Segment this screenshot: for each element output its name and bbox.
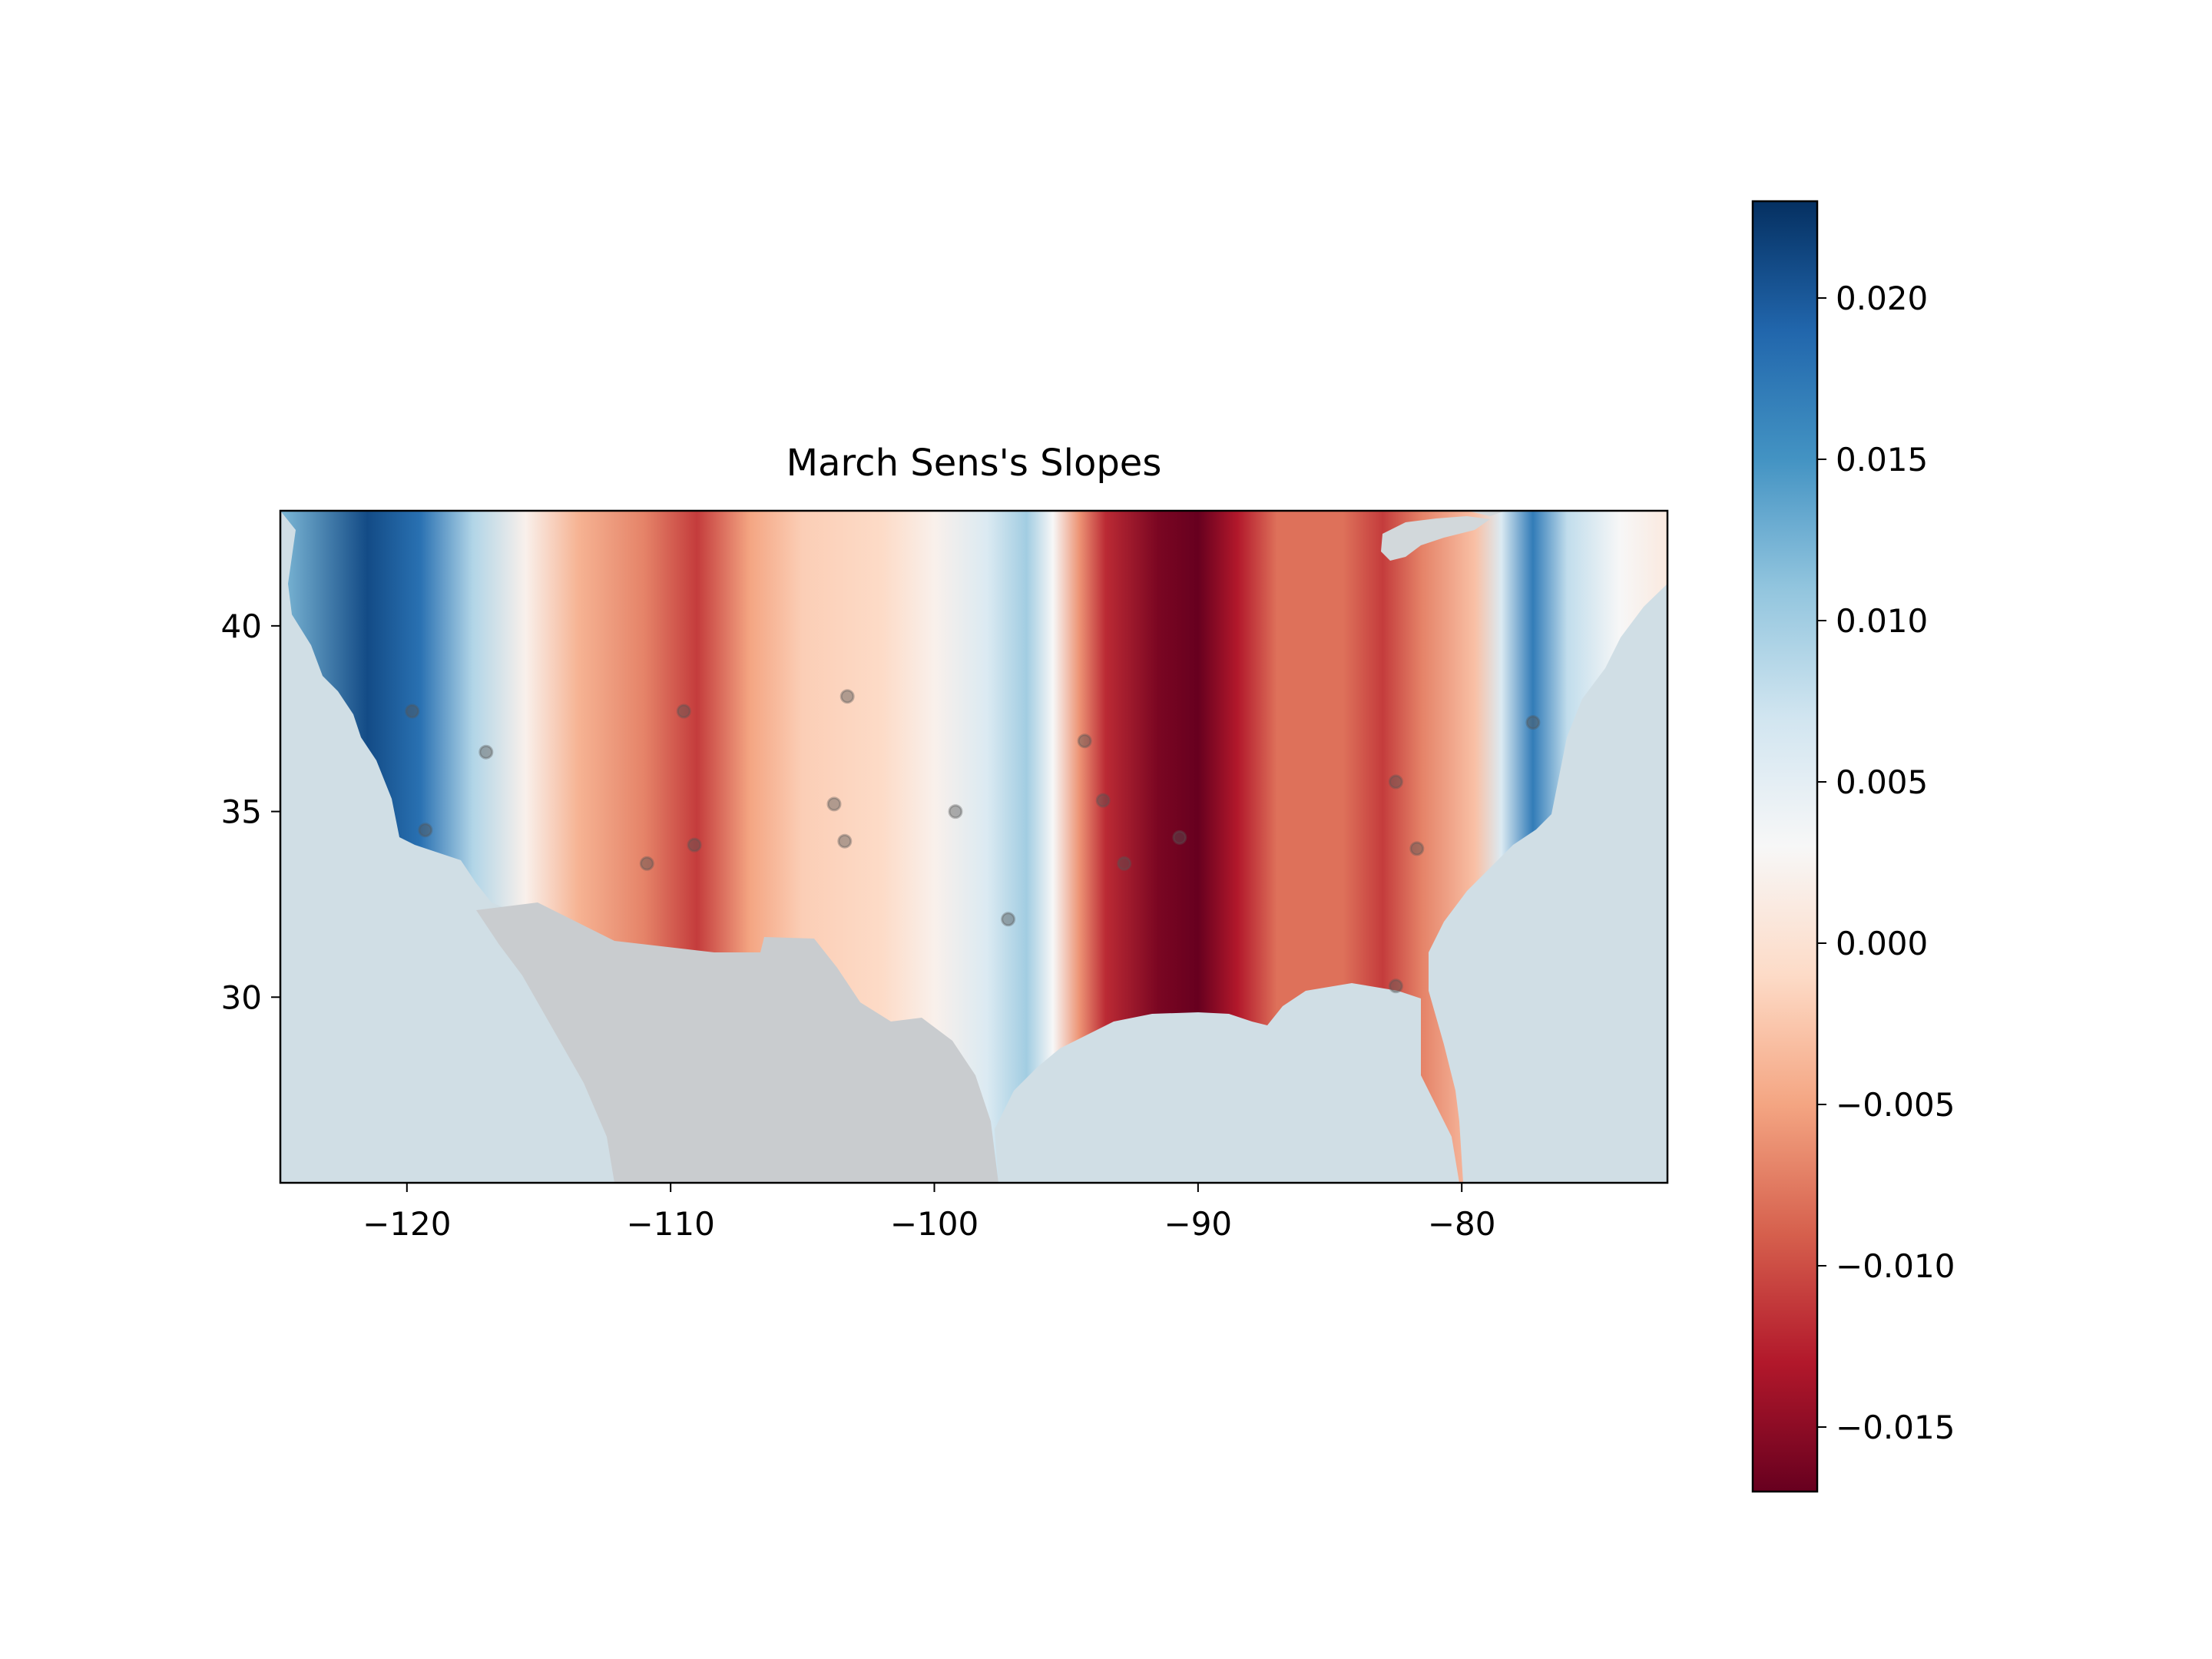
station-marker [405, 704, 420, 719]
colorbar-frame [1751, 200, 1819, 1493]
colorbar: 0.020 0.015 0.010 0.005 0.000 −0.005 −0.010 −0.… [1751, 200, 1955, 1493]
colorbar-tick-label: −0.015 [1836, 1409, 1955, 1446]
x-tick-label: −100 [890, 1205, 979, 1243]
station-marker [418, 823, 433, 838]
station-marker [639, 856, 654, 871]
colorbar-tick-label: −0.005 [1836, 1086, 1955, 1124]
station-marker [676, 704, 691, 719]
station-marker [1525, 715, 1541, 730]
x-tick-label: −110 [626, 1205, 714, 1243]
station-marker [478, 744, 494, 760]
pacific-ocean [280, 511, 492, 922]
station-marker [837, 833, 853, 849]
station-marker [1172, 830, 1187, 845]
x-tick-label: −120 [363, 1205, 451, 1243]
y-tick-label: 30 [221, 979, 262, 1016]
stations-layer [405, 689, 1541, 994]
colorbar-ticks: 0.020 0.015 0.010 0.005 0.000 −0.005 −0.010 −0.… [1817, 280, 1955, 1446]
x-axis-ticks: −120 −110 −100 −90 −80 [363, 1183, 1496, 1243]
colorbar-tick-label: 0.015 [1836, 441, 1928, 478]
station-marker [1388, 774, 1403, 790]
colorbar-tick-label: 0.000 [1836, 925, 1928, 962]
station-marker [826, 796, 842, 812]
colorbar-tick-label: 0.005 [1836, 763, 1928, 801]
y-axis-ticks: 30 35 40 [221, 608, 280, 1016]
station-marker [948, 804, 963, 820]
station-marker [1077, 733, 1092, 749]
map-axes [280, 511, 1667, 1183]
colorbar-fill [1753, 201, 1817, 1492]
gulf-of-mexico [995, 983, 1459, 1183]
station-marker [1001, 912, 1016, 927]
atlantic-ocean [1429, 584, 1667, 1183]
map-frame [279, 509, 1669, 1184]
chart-title: March Sens's Slopes [786, 442, 1162, 485]
mexico-land [476, 902, 998, 1183]
station-marker [1388, 979, 1403, 994]
station-marker [687, 837, 702, 853]
station-marker [1117, 856, 1132, 871]
lake-erie [1381, 516, 1490, 561]
station-marker [839, 689, 855, 704]
colorbar-tick-label: −0.010 [1836, 1247, 1955, 1285]
x-tick-label: −90 [1164, 1205, 1233, 1243]
station-marker [1409, 841, 1425, 856]
colorbar-tick-label: 0.020 [1836, 280, 1928, 317]
x-tick-label: −80 [1428, 1205, 1496, 1243]
lake-superior-edge [1467, 511, 1505, 516]
station-marker [1095, 793, 1111, 808]
colorbar-tick-label: 0.010 [1836, 602, 1928, 640]
y-tick-label: 40 [221, 608, 262, 645]
y-tick-label: 35 [221, 793, 262, 831]
